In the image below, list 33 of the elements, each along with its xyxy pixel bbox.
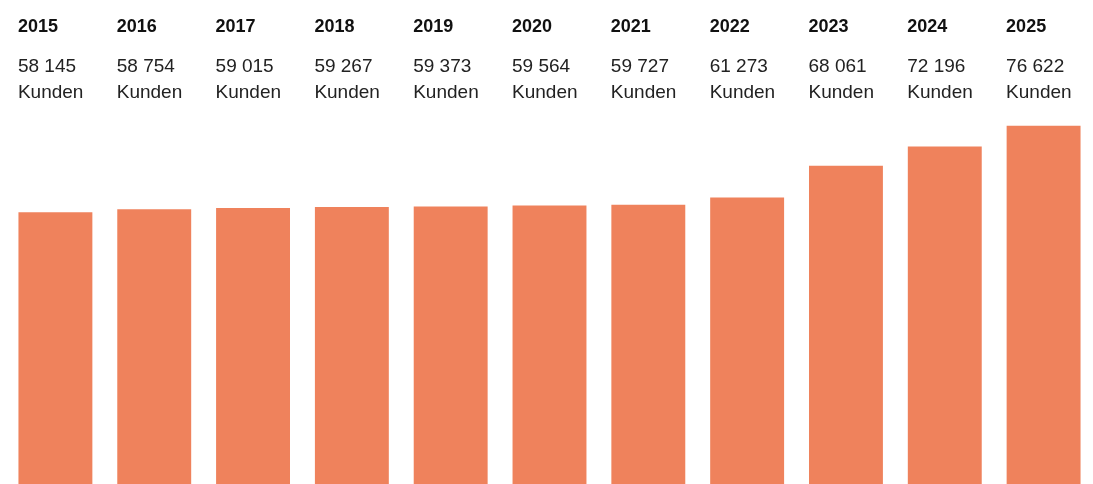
data-label: 61 273 Kunden bbox=[709, 55, 776, 102]
x-tick-label: 2021 bbox=[610, 16, 651, 36]
data-label: 59 727 Kunden bbox=[610, 55, 677, 102]
data-label: 68 061 Kunden bbox=[808, 55, 874, 102]
bar bbox=[216, 208, 290, 484]
bar bbox=[314, 206, 389, 484]
data-label: 76 622 Kunden bbox=[1006, 55, 1072, 102]
bar bbox=[611, 204, 686, 484]
bar bbox=[413, 206, 488, 484]
data-label: 58 754 Kunden bbox=[116, 55, 183, 102]
data-label: 59 373 Kunden bbox=[413, 55, 479, 102]
data-label: 72 196 Kunden bbox=[907, 55, 973, 102]
bar bbox=[1006, 125, 1081, 484]
bar bbox=[809, 165, 883, 484]
x-tick-label: 2024 bbox=[907, 16, 948, 36]
data-label: 58 145 Kunden bbox=[17, 55, 84, 102]
x-tick-label: 2023 bbox=[808, 16, 849, 36]
x-tick-label: 2019 bbox=[413, 16, 454, 36]
x-tick-label: 2016 bbox=[116, 16, 157, 36]
data-label: 59 564 Kunden bbox=[512, 55, 578, 102]
x-tick-label: 2020 bbox=[512, 16, 553, 36]
x-tick-label: 2022 bbox=[709, 16, 750, 36]
x-tick-label: 2015 bbox=[17, 16, 58, 36]
bar bbox=[907, 146, 982, 484]
bar bbox=[18, 212, 93, 484]
bar bbox=[710, 197, 785, 484]
x-tick-label: 2025 bbox=[1006, 16, 1047, 36]
bar bbox=[512, 205, 587, 484]
data-label: 59 267 Kunden bbox=[314, 55, 380, 102]
x-tick-label: 2017 bbox=[215, 16, 256, 36]
data-label: 59 015 Kunden bbox=[215, 55, 282, 102]
x-tick-label: 2018 bbox=[314, 16, 355, 36]
bar bbox=[117, 209, 192, 484]
